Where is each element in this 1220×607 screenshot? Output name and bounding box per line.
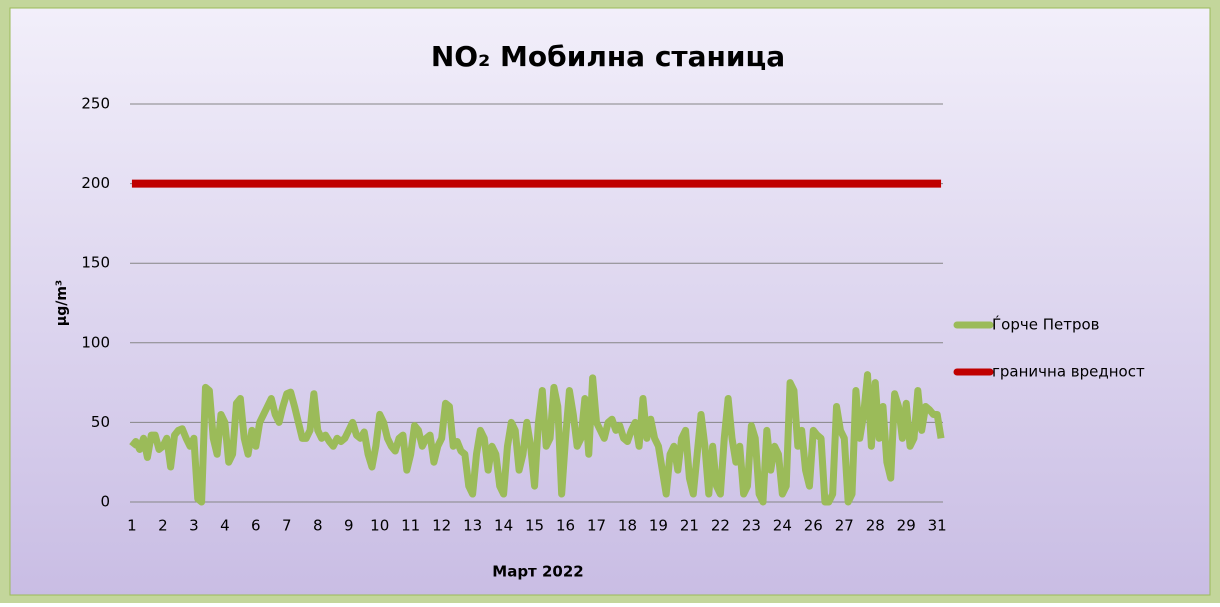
- x-axis-label: Март 2022: [492, 563, 583, 581]
- x-tick-label: 19: [649, 517, 668, 535]
- x-tick-label: 10: [370, 517, 389, 535]
- y-tick-label: 250: [81, 95, 110, 113]
- legend-label: Ѓорче Петров: [992, 315, 1100, 334]
- y-tick-label: 50: [91, 413, 110, 431]
- x-tick-label: 27: [835, 517, 854, 535]
- y-tick-label: 100: [81, 333, 110, 351]
- y-tick-label: 200: [81, 174, 110, 192]
- x-tick-label: 11: [401, 517, 420, 535]
- chart-title: NO₂ Мобилна станица: [431, 40, 785, 73]
- x-tick-label: 23: [742, 517, 761, 535]
- x-tick-label: 8: [313, 517, 323, 535]
- x-tick-label: 12: [432, 517, 451, 535]
- x-tick-label: 21: [680, 517, 699, 535]
- y-tick-label: 150: [81, 254, 110, 272]
- x-tick-label: 28: [866, 517, 885, 535]
- x-tick-label: 29: [897, 517, 916, 535]
- x-tick-label: 14: [494, 517, 513, 535]
- data-line: [129, 371, 945, 506]
- x-tick-label: 15: [525, 517, 544, 535]
- y-axis-label: µg/m³: [54, 280, 70, 326]
- panel: [9, 7, 1211, 596]
- x-tick-label: 3: [189, 517, 199, 535]
- x-tick-label: 7: [282, 517, 292, 535]
- y-tick-label: 0: [100, 493, 110, 511]
- x-tick-label: 24: [773, 517, 792, 535]
- x-tick-label: 2: [158, 517, 168, 535]
- x-tick-label: 18: [618, 517, 637, 535]
- x-tick-label: 6: [251, 517, 261, 535]
- x-tick-label: 26: [804, 517, 823, 535]
- x-tick-label: 4: [220, 517, 230, 535]
- x-tick-label: 1: [127, 517, 137, 535]
- legend-label: гранична вредност: [992, 363, 1145, 381]
- x-tick-label: 13: [463, 517, 482, 535]
- x-tick-label: 31: [928, 517, 947, 535]
- x-tick-label: 22: [711, 517, 730, 535]
- x-tick-label: 16: [556, 517, 575, 535]
- x-tick-label: 17: [587, 517, 606, 535]
- x-tick-label: 9: [344, 517, 354, 535]
